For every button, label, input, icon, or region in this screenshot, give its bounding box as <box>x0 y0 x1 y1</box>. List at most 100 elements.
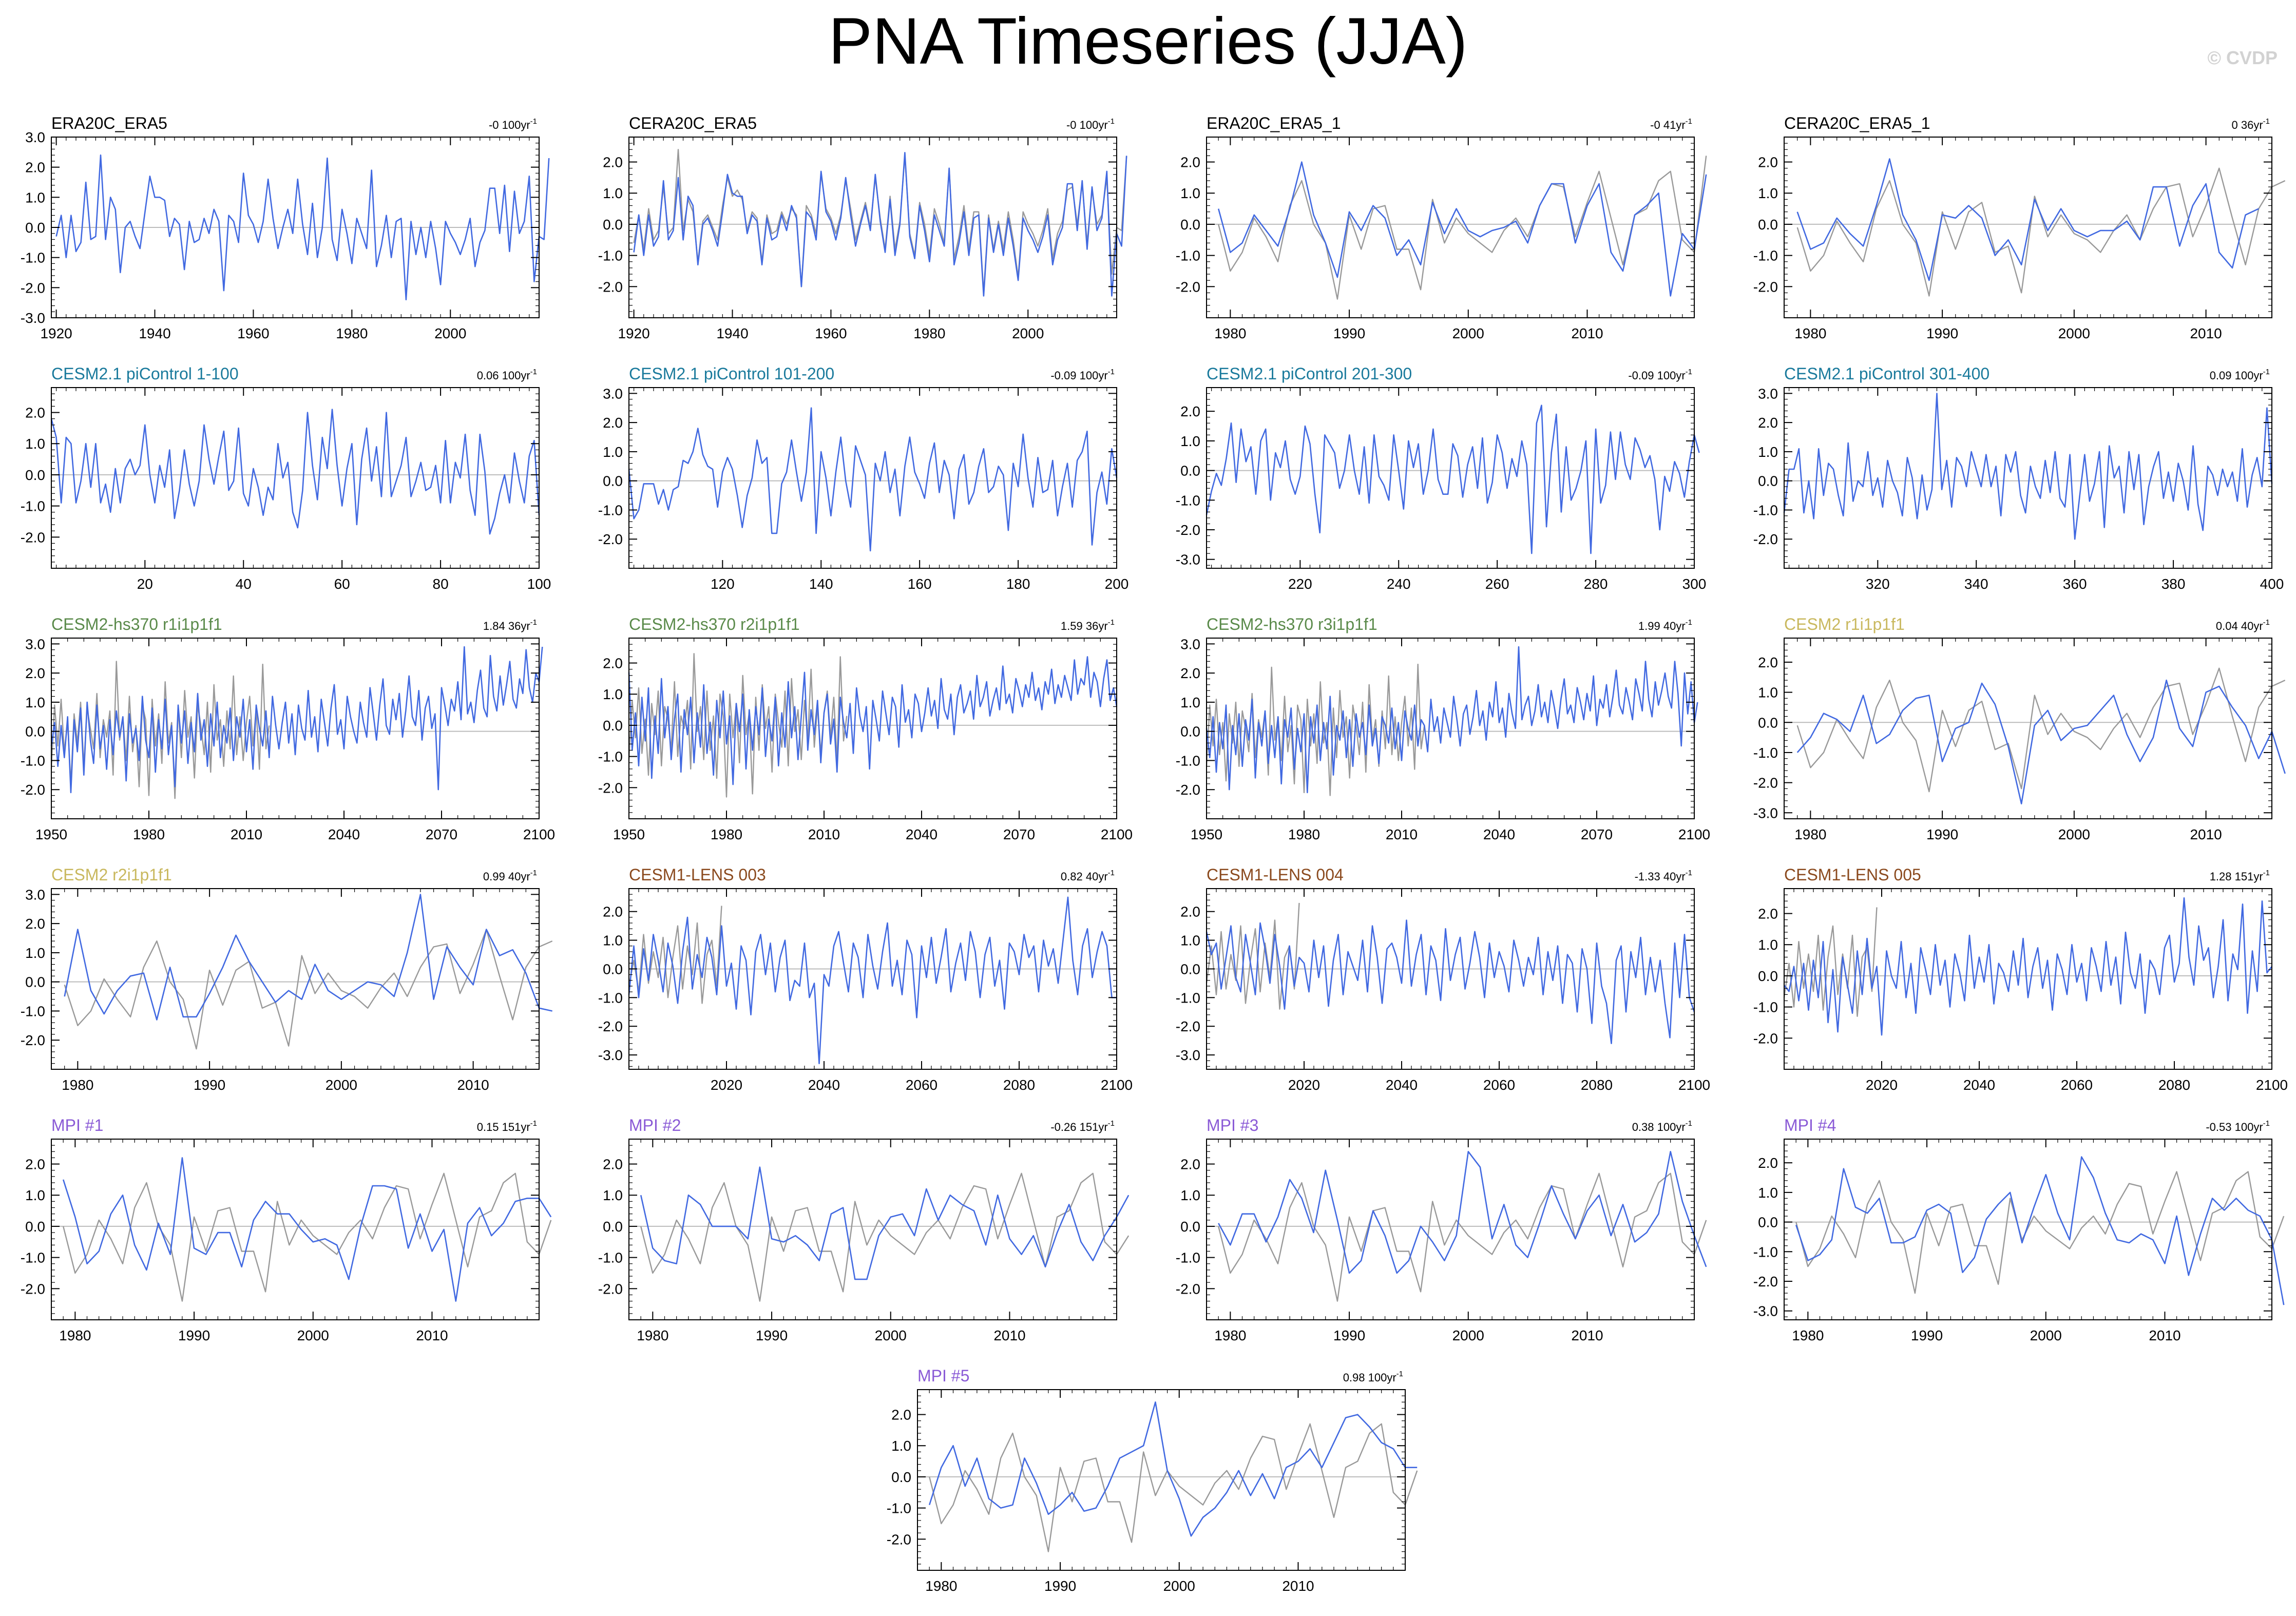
y-tick-label: -1.0 <box>1176 248 1200 264</box>
plot-frame <box>1206 137 1695 318</box>
y-tick-label: 2.0 <box>1180 904 1200 920</box>
panel-6: CESM2.1 piControl 101-200 -0.09 100yr-1 -2… <box>598 364 1129 592</box>
panel-18: MPI #2 -0.26 151yr-1 -2.0 -1.0 0.0 1.0 2.0 1980… <box>598 1116 1130 1343</box>
plot-frame <box>1206 638 1695 819</box>
model-series-line <box>50 646 543 794</box>
trend-label: 0.98 100yr-1 <box>1343 1370 1403 1384</box>
x-tick-label: 2000 <box>326 1077 357 1093</box>
x-tick-label: 2080 <box>2158 1077 2190 1093</box>
observed-series-line <box>1218 156 1707 300</box>
y-tick-label: 2.0 <box>1180 155 1200 170</box>
x-tick-label: 1990 <box>194 1077 225 1093</box>
y-tick-label: 2.0 <box>1180 1157 1200 1172</box>
y-tick-label: -2.0 <box>598 279 623 295</box>
x-tick-label: 2100 <box>1678 1077 1710 1093</box>
y-tick-label: 2.0 <box>1758 155 1778 170</box>
y-tick-label: 0.0 <box>25 724 45 740</box>
model-series-line <box>50 409 540 535</box>
y-tick-label: 3.0 <box>1758 386 1778 401</box>
x-tick-label: 1920 <box>40 325 72 341</box>
x-tick-label: 300 <box>1682 576 1707 592</box>
model-series-line <box>55 154 550 301</box>
panel-title: CESM2 r1i1p1f1 <box>1784 615 1905 633</box>
y-tick-label: 1.0 <box>603 444 623 460</box>
x-tick-label: 1990 <box>1926 826 1958 842</box>
y-tick-label: 0.0 <box>1180 217 1200 233</box>
x-tick-label: 2000 <box>1452 1328 1484 1343</box>
x-tick-label: 1980 <box>1214 325 1246 341</box>
y-tick-label: -1.0 <box>887 1500 911 1516</box>
y-tick-label: 3.0 <box>25 129 45 145</box>
x-tick-label: 160 <box>908 576 932 592</box>
x-tick-label: 1980 <box>336 325 368 341</box>
y-tick-label: 1.0 <box>603 185 623 201</box>
observed-series-line <box>64 929 553 1050</box>
y-tick-label: 0.0 <box>603 217 623 233</box>
panel-21: MPI #5 0.98 100yr-1 -2.0 -1.0 0.0 1.0 2.0 1980 1… <box>887 1367 1418 1594</box>
observed-series-line <box>929 1423 1418 1552</box>
model-series-line <box>62 1157 552 1302</box>
x-tick-label: 1980 <box>711 826 742 842</box>
panel-title: MPI #2 <box>629 1116 681 1134</box>
panel-title: CESM2-hs370 r1i1p1f1 <box>51 615 222 633</box>
x-tick-label: 2010 <box>2149 1328 2180 1343</box>
x-tick-label: 1990 <box>178 1328 210 1343</box>
model-series-line <box>1218 1151 1707 1274</box>
x-tick-label: 2070 <box>426 826 457 842</box>
x-tick-label: 2100 <box>1101 1077 1133 1093</box>
trend-label: -0 100yr-1 <box>1066 117 1115 131</box>
model-series-line <box>1783 393 2273 540</box>
x-tick-label: 2000 <box>434 325 466 341</box>
observed-series-line <box>1796 667 2286 793</box>
panel-title: MPI #1 <box>51 1116 103 1134</box>
y-tick-label: -2.0 <box>1753 775 1778 791</box>
y-tick-label: -2.0 <box>887 1531 911 1547</box>
x-tick-label: 180 <box>1006 576 1030 592</box>
observed-series-line <box>628 653 848 798</box>
y-tick-label: -3.0 <box>1176 1047 1200 1063</box>
model-series-line <box>1796 679 2286 804</box>
y-tick-label: 0.0 <box>25 1219 45 1235</box>
x-tick-label: 2010 <box>2190 325 2222 341</box>
trend-label: 0.09 100yr-1 <box>2210 368 2270 382</box>
y-tick-label: 1.0 <box>603 686 623 702</box>
panel-title: CESM1-LENS 005 <box>1784 865 1921 884</box>
y-tick-label: -2.0 <box>1753 1274 1778 1290</box>
y-tick-label: 0.0 <box>603 473 623 489</box>
trend-label: 0.06 100yr-1 <box>477 368 537 382</box>
trend-label: -0.09 100yr-1 <box>1050 368 1115 382</box>
panel-20: MPI #4 -0.53 100yr-1 -3.0 -2.0 -1.0 0.0 1.0 2.0… <box>1753 1116 2285 1343</box>
panel-7: CESM2.1 piControl 201-300 -0.09 100yr-1 -3… <box>1176 364 1707 592</box>
x-tick-label: 1980 <box>1794 325 1826 341</box>
plot-frame <box>1784 137 2272 318</box>
x-tick-label: 1990 <box>1333 1328 1365 1343</box>
y-tick-label: 0.0 <box>891 1469 911 1485</box>
trend-label: 0.04 40yr-1 <box>2216 618 2270 632</box>
x-tick-label: 2100 <box>2256 1077 2288 1093</box>
observed-series-line <box>640 1172 1130 1302</box>
trend-label: -0.09 100yr-1 <box>1628 368 1692 382</box>
x-tick-label: 2000 <box>2058 325 2090 341</box>
y-tick-label: 1.0 <box>603 1187 623 1203</box>
x-tick-label: 1990 <box>756 1328 788 1343</box>
plot-frame <box>1784 387 2272 569</box>
trend-label: 0 36yr-1 <box>2232 117 2270 131</box>
x-tick-label: 1960 <box>237 325 269 341</box>
y-tick-label: -2.0 <box>21 1281 45 1297</box>
y-tick-label: 1.0 <box>603 933 623 949</box>
y-tick-label: -2.0 <box>21 1032 45 1048</box>
y-tick-label: -1.0 <box>1753 248 1778 264</box>
model-series-line <box>1206 405 1700 554</box>
panel-12: CESM2 r1i1p1f1 0.04 40yr-1 -3.0 -2.0 -1.0 0.0… <box>1753 615 2286 842</box>
trend-label: 0.15 151yr-1 <box>477 1119 537 1133</box>
x-tick-label: 1980 <box>62 1077 93 1093</box>
x-tick-label: 20 <box>137 576 153 592</box>
y-tick-label: 1.0 <box>1758 937 1778 953</box>
x-tick-label: 2000 <box>1163 1578 1195 1594</box>
x-tick-label: 1980 <box>925 1578 957 1594</box>
y-tick-label: -1.0 <box>1176 990 1200 1006</box>
panel-title: ERA20C_ERA5 <box>51 114 167 132</box>
y-tick-label: 1.0 <box>25 1187 45 1203</box>
y-tick-label: 2.0 <box>1758 415 1778 431</box>
observed-series-line <box>1783 907 1878 1017</box>
